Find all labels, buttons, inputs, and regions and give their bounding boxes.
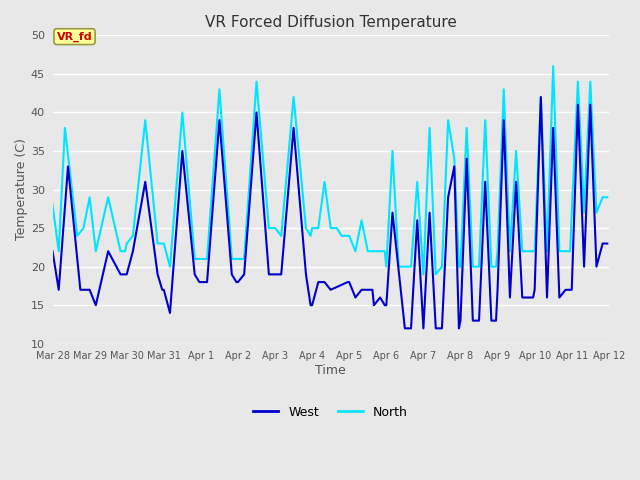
Title: VR Forced Diffusion Temperature: VR Forced Diffusion Temperature xyxy=(205,15,456,30)
Y-axis label: Temperature (C): Temperature (C) xyxy=(15,139,28,240)
Text: VR_fd: VR_fd xyxy=(57,32,92,42)
X-axis label: Time: Time xyxy=(316,364,346,377)
Legend: West, North: West, North xyxy=(248,401,413,424)
